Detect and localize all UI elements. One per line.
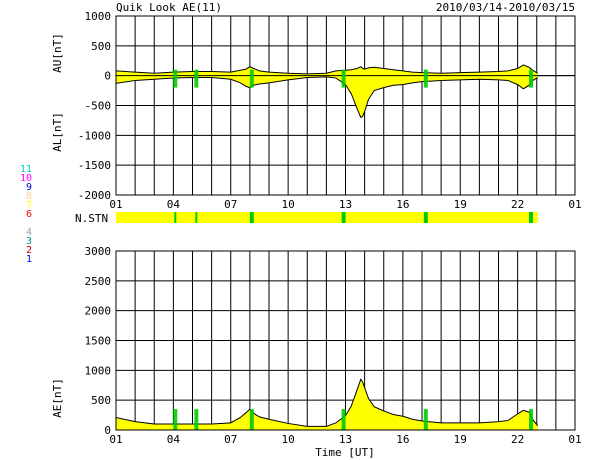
au-al-y-tick-label: 500 [91, 40, 111, 53]
ae-station-marker [529, 409, 534, 430]
au-al-x-tick-label: 04 [167, 198, 181, 211]
au-al-station-marker [529, 69, 534, 88]
date-range: 2010/03/14-2010/03/15 [436, 1, 575, 14]
au-al-x-tick-label: 19 [454, 198, 467, 211]
au-al-x-tick-label: 22 [511, 198, 524, 211]
au-al-x-tick-label: 10 [282, 198, 295, 211]
ae-x-tick-label: 16 [396, 433, 409, 446]
ae-x-tick-label: 19 [454, 433, 467, 446]
au-al-y-tick-label: 0 [104, 70, 111, 83]
au-al-frame [115, 15, 576, 196]
station-legend-item: 10 [20, 173, 32, 184]
station-legend-item: 3 [26, 236, 32, 247]
station-drop-marker [195, 212, 198, 223]
au-al-x-tick-label: 01 [568, 198, 581, 211]
ae-area-fill [116, 379, 538, 430]
ae-y-tick-label: 3000 [85, 245, 112, 258]
au-al-y-tick-label: -500 [85, 100, 112, 113]
series-line-ae [115, 378, 539, 427]
au-axis-label: AU[nT] [51, 33, 64, 73]
au-al-station-marker [423, 69, 428, 88]
station-drop-marker [423, 212, 428, 223]
station-legend-item: 8 [26, 191, 32, 202]
ae-x-tick-label: 01 [568, 433, 581, 446]
ae-axis-label: AE[nT] [51, 378, 64, 418]
au-al-y-tick-label: 1000 [85, 10, 112, 23]
au-al-y-tick-label: -1000 [78, 129, 111, 142]
station-legend-item: 5 [26, 218, 32, 229]
ae-x-tick-label: 01 [109, 433, 122, 446]
station-legend-item: 1 [26, 254, 32, 265]
ae-x-tick-label: 07 [224, 433, 237, 446]
station-count-row [116, 212, 538, 223]
station-legend-item: 9 [26, 182, 32, 193]
ae-station-marker [194, 409, 199, 430]
ae-y-tick-label: 2000 [85, 305, 112, 318]
ae-x-tick-label: 04 [167, 433, 181, 446]
station-legend-item: 7 [26, 200, 32, 211]
ae-frame [115, 250, 576, 431]
au-al-y-tick-label: -1500 [78, 159, 111, 172]
ae-x-tick-label: 13 [339, 433, 352, 446]
station-legend-item: 2 [26, 245, 32, 256]
chart-title: Quik Look AE(11) [116, 1, 222, 14]
ae-station-marker [423, 409, 428, 430]
station-drop-marker [249, 212, 254, 223]
station-count-bar [116, 212, 538, 223]
ae-y-tick-label: 0 [104, 424, 111, 437]
ae-x-tick-label: 10 [282, 433, 295, 446]
ae-y-tick-label: 2500 [85, 275, 112, 288]
station-legend-item: 6 [26, 209, 32, 220]
ae-station-marker [173, 409, 178, 430]
ae-y-tick-label: 500 [91, 394, 111, 407]
ae-station-marker [341, 409, 346, 430]
au-al-station-marker [173, 69, 178, 88]
au-al-x-tick-label: 07 [224, 198, 237, 211]
ae-y-tick-label: 1500 [85, 335, 112, 348]
au-al-station-marker [194, 69, 199, 88]
station-legend-item: 4 [26, 227, 32, 238]
ae-x-tick-label: 22 [511, 433, 524, 446]
au-al-x-tick-label: 01 [109, 198, 122, 211]
station-drop-marker [341, 212, 346, 223]
station-legend-item: 11 [20, 164, 32, 175]
au-al-y-tick-label: -2000 [78, 189, 111, 202]
station-drop-marker [529, 212, 534, 223]
x-axis-title: Time [UT] [315, 446, 375, 459]
ae-y-tick-label: 1000 [85, 364, 112, 377]
station-drop-marker [174, 212, 177, 223]
series-line-au [115, 64, 538, 75]
ae-station-marker [249, 409, 254, 430]
au-al-station-marker [249, 69, 254, 88]
au-al-x-tick-label: 13 [339, 198, 352, 211]
au-al-x-tick-label: 16 [396, 198, 409, 211]
station-row-label: N.STN [75, 212, 108, 225]
au-al-station-marker [341, 69, 346, 88]
al-axis-label: AL[nT] [51, 112, 64, 152]
series-line-al [115, 76, 538, 119]
